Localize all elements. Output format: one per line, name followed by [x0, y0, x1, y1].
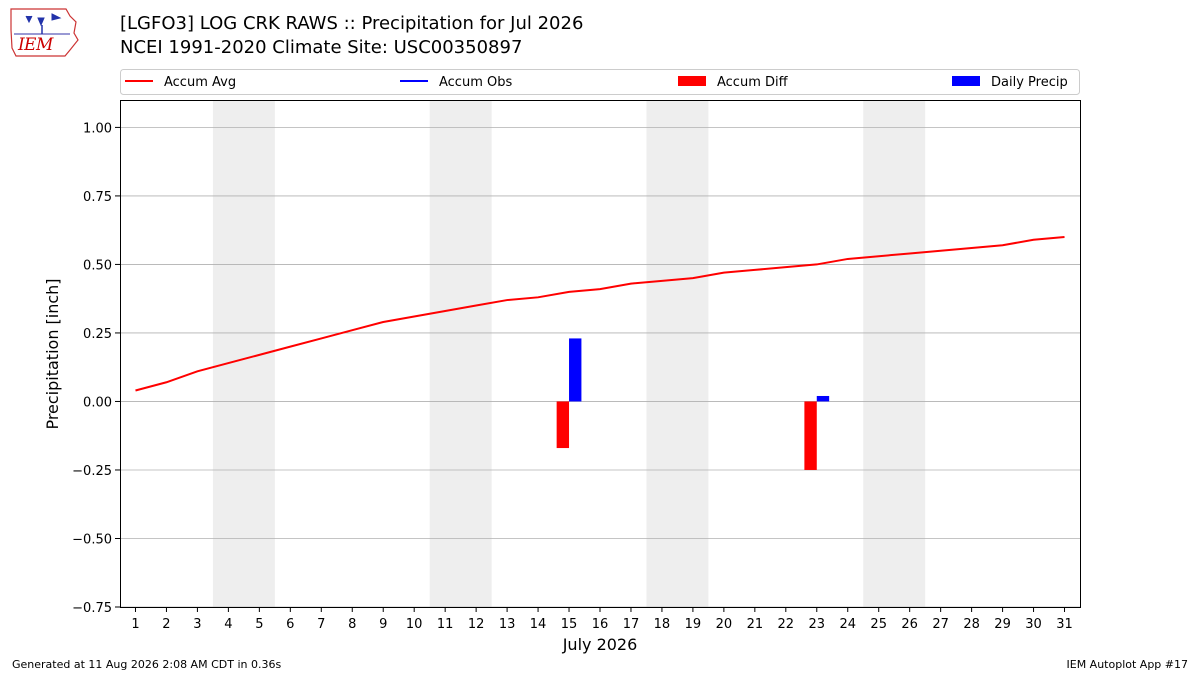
y-tick-label: 0.00: [83, 395, 112, 410]
x-tick-label: 13: [499, 617, 516, 632]
daily-precip-bar: [569, 338, 582, 402]
x-tick-label: 18: [654, 617, 671, 632]
x-tick-label: 17: [623, 617, 640, 632]
x-tick-label: 10: [406, 617, 423, 632]
y-axis-label: Precipitation [inch]: [43, 278, 62, 429]
x-axis-ticks: 1 2 3 4 5 6 7 8 9 10 11 12 13 14 15 16 17 18 19 20 21 22 23 24 2…: [131, 607, 1073, 632]
y-tick-label: −0.50: [72, 532, 112, 547]
chart-subtitle: NCEI 1991-2020 Climate Site: USC00350897: [120, 37, 523, 58]
bar-marks: [556, 338, 830, 470]
x-tick-label: 20: [716, 617, 733, 632]
x-tick-label: 29: [994, 617, 1011, 632]
legend-label: Accum Diff: [717, 75, 789, 90]
generated-timestamp: Generated at 11 Aug 2026 2:08 AM CDT in …: [12, 658, 282, 671]
x-tick-label: 31: [1056, 617, 1073, 632]
weekend-band: [863, 100, 926, 607]
x-tick-label: 16: [592, 617, 609, 632]
accum-diff-bar: [556, 401, 570, 449]
x-tick-label: 28: [963, 617, 980, 632]
legend-bar-swatch: [952, 76, 980, 86]
x-tick-label: 7: [317, 617, 325, 632]
y-tick-label: −0.75: [72, 601, 112, 616]
x-tick-label: 19: [685, 617, 702, 632]
legend-label: Accum Obs: [439, 75, 512, 90]
y-tick-label: −0.25: [72, 464, 112, 479]
weekend-band: [646, 100, 709, 607]
y-tick-label: 0.50: [83, 258, 112, 273]
x-tick-label: 5: [255, 617, 263, 632]
x-tick-label: 12: [468, 617, 485, 632]
svg-text:E: E: [23, 35, 37, 55]
app-id: IEM Autoplot App #17: [1066, 658, 1189, 671]
y-tick-label: 1.00: [83, 121, 112, 136]
x-tick-label: 24: [839, 617, 856, 632]
line-marks: [135, 236, 1065, 392]
legend-label: Daily Precip: [991, 75, 1068, 90]
iem-logo: I E M: [8, 6, 80, 58]
legend-bar-swatch: [678, 76, 706, 86]
x-tick-label: 22: [778, 617, 795, 632]
x-tick-label: 2: [162, 617, 170, 632]
x-tick-label: 6: [286, 617, 294, 632]
accum-diff-bar: [804, 401, 817, 470]
x-tick-label: 25: [870, 617, 887, 632]
x-tick-label: 23: [809, 617, 826, 632]
chart-title: [LGFO3] LOG CRK RAWS :: Precipitation fo…: [120, 13, 584, 34]
weekend-band: [429, 100, 492, 607]
legend-label: Accum Avg: [164, 75, 236, 90]
x-tick-label: 4: [224, 617, 232, 632]
svg-text:M: M: [35, 35, 54, 55]
x-tick-label: 1: [131, 617, 139, 632]
x-tick-label: 8: [348, 617, 356, 632]
x-tick-label: 26: [901, 617, 918, 632]
x-tick-label: 14: [530, 617, 547, 632]
y-tick-label: 0.75: [83, 190, 112, 205]
x-tick-label: 11: [437, 617, 454, 632]
y-tick-label: 0.25: [83, 327, 112, 342]
y-axis-ticks: −0.75 −0.50 −0.25 0.00 0.25 0.50 0.75 1.00: [72, 121, 120, 616]
x-tick-label: 21: [747, 617, 764, 632]
chart-legend: Accum Avg Accum Obs Accum Diff Daily Precip: [120, 69, 1080, 95]
x-tick-label: 3: [193, 617, 201, 632]
x-tick-label: 9: [379, 617, 387, 632]
x-tick-label: 27: [932, 617, 949, 632]
legend-frame: [120, 69, 1080, 95]
accum-avg-line: [135, 236, 1065, 392]
x-axis-label: July 2026: [562, 635, 638, 654]
daily-precip-bar: [816, 395, 830, 402]
svg-text:I: I: [17, 35, 25, 55]
x-tick-label: 30: [1025, 617, 1042, 632]
x-tick-label: 15: [561, 617, 578, 632]
